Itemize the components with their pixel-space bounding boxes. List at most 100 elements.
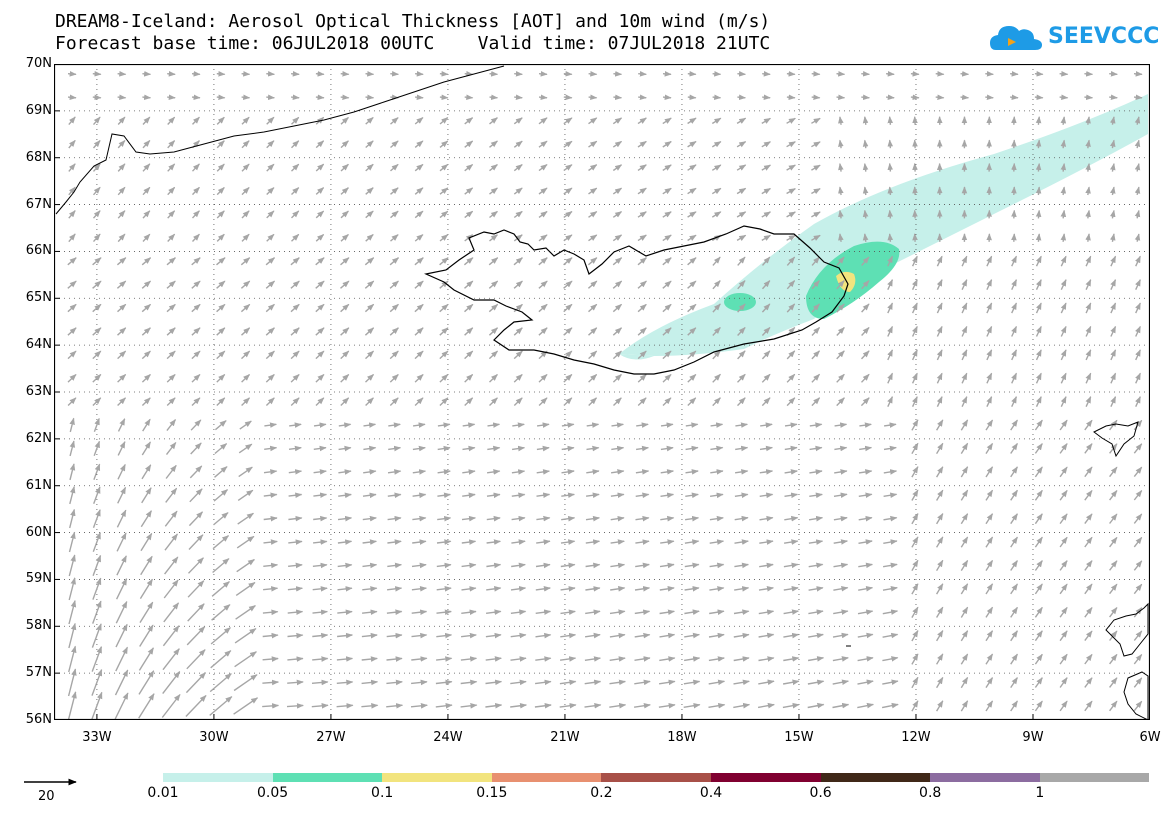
- wind-arrow: [660, 469, 674, 475]
- wind-arrow: [414, 117, 424, 125]
- wind-arrow: [811, 164, 821, 171]
- wind-arrow: [1035, 186, 1042, 196]
- wind-arrow: [485, 632, 502, 639]
- wind-arrow: [1110, 279, 1117, 290]
- wind-arrow: [361, 703, 379, 709]
- wind-arrow: [960, 466, 969, 478]
- wind-arrow: [1011, 396, 1018, 407]
- wind-arrow: [985, 94, 994, 101]
- wind-arrow: [163, 602, 180, 623]
- wind-arrow: [612, 350, 622, 360]
- wind-arrow: [613, 397, 622, 407]
- wind-arrow: [68, 233, 76, 243]
- wind-arrow: [389, 257, 400, 266]
- wind-arrow: [288, 469, 303, 475]
- wind-arrow: [67, 691, 77, 720]
- wind-arrow: [115, 646, 129, 672]
- wind-arrow: [635, 562, 650, 569]
- wind-arrow: [92, 186, 101, 196]
- wind-arrow: [563, 71, 573, 77]
- wind-arrow: [1133, 560, 1143, 571]
- wind-arrow: [463, 257, 474, 266]
- wind-arrow: [1133, 71, 1143, 77]
- wind-arrow: [833, 515, 848, 522]
- wind-arrow: [214, 443, 228, 455]
- wind-arrow: [1084, 419, 1093, 431]
- wind-arrow: [340, 350, 350, 360]
- lon-label: 12W: [901, 730, 931, 745]
- wind-arrow: [315, 94, 325, 101]
- wind-arrow: [191, 280, 201, 289]
- wind-arrow: [290, 397, 300, 407]
- wind-arrow: [1034, 466, 1043, 478]
- wind-arrow: [1034, 630, 1043, 642]
- chart-title-line1: DREAM8-Iceland: Aerosol Optical Thicknes…: [55, 11, 771, 32]
- wind-arrow: [687, 140, 697, 148]
- wind-arrow: [637, 187, 647, 195]
- wind-arrow: [390, 117, 399, 125]
- wind-arrow: [811, 187, 821, 195]
- wind-arrow: [1085, 233, 1091, 242]
- wind-arrow: [212, 535, 230, 550]
- wind-arrow: [1084, 560, 1093, 571]
- wind-arrow: [216, 397, 226, 407]
- wind-arrow: [1010, 560, 1018, 571]
- wind-arrow: [115, 578, 128, 600]
- wind-arrow: [464, 71, 474, 77]
- wind-arrow: [687, 280, 697, 289]
- wind-arrow: [365, 210, 374, 219]
- wind-arrow: [960, 442, 969, 454]
- wind-arrow: [1060, 139, 1067, 149]
- wind-arrow: [510, 702, 527, 709]
- wind-arrow: [1059, 489, 1068, 501]
- wind-arrow: [862, 233, 869, 242]
- wind-arrow: [761, 256, 771, 266]
- wind-arrow: [365, 187, 374, 195]
- wind-arrow: [911, 279, 918, 290]
- wind-arrow: [985, 419, 994, 431]
- colorbar-label: 0.6: [809, 785, 832, 801]
- wind-arrow: [536, 469, 550, 475]
- wind-arrow: [1059, 466, 1068, 478]
- wind-arrow: [287, 609, 304, 616]
- wind-arrow: [712, 397, 721, 407]
- wind-arrow: [961, 302, 968, 314]
- wind-arrow: [563, 303, 573, 313]
- wind-arrow: [637, 164, 647, 171]
- wind-arrow: [388, 422, 401, 428]
- wind-arrow: [783, 562, 799, 569]
- wind-arrow: [911, 653, 919, 665]
- wind-arrow: [116, 555, 127, 576]
- logo-text: SEEVCCC: [1048, 24, 1160, 49]
- wind-arrow: [488, 350, 499, 360]
- wind-arrow: [684, 539, 700, 545]
- wind-arrow: [985, 489, 994, 501]
- wind-arrow: [1085, 396, 1092, 407]
- wind-arrow: [462, 445, 476, 452]
- wind-arrow: [961, 396, 968, 407]
- wind-arrow: [588, 211, 598, 218]
- wind-arrow: [1084, 630, 1093, 642]
- wind-arrow: [637, 397, 647, 407]
- coastline-faroe-scotland: [846, 421, 1149, 720]
- wind-arrow: [612, 373, 622, 383]
- wind-arrow: [1060, 396, 1067, 407]
- wind-arrow: [1010, 442, 1018, 454]
- wind-arrow: [832, 656, 849, 662]
- wind-arrow: [936, 559, 944, 572]
- wind-arrow: [513, 303, 523, 313]
- wind-arrow: [960, 513, 969, 525]
- wind-arrow: [985, 536, 994, 548]
- wind-arrow: [911, 489, 919, 501]
- lon-label: 6W: [1139, 730, 1161, 745]
- wind-arrow: [1085, 116, 1091, 125]
- wind-arrow: [808, 515, 824, 522]
- wind-arrow: [712, 256, 721, 266]
- wind-arrow: [1035, 349, 1042, 361]
- wind-arrow: [315, 350, 325, 360]
- wind-arrow: [1059, 419, 1068, 431]
- wind-arrow: [436, 562, 452, 569]
- wind-arrow: [832, 679, 849, 686]
- wind-arrow: [489, 94, 499, 101]
- wind-arrow: [734, 586, 750, 592]
